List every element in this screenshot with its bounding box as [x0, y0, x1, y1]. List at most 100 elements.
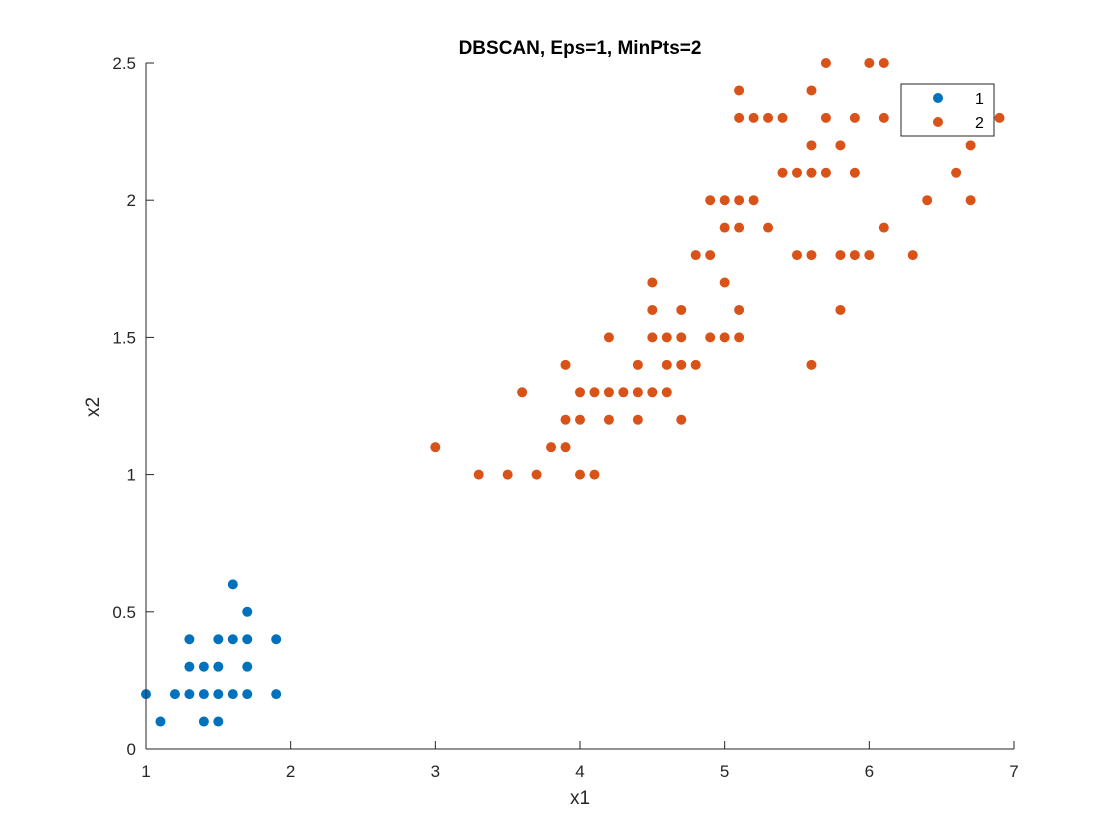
data-point-series-1 [242, 634, 253, 645]
data-point-series-2 [763, 112, 774, 123]
data-point-series-2 [676, 359, 687, 370]
data-point-series-1 [271, 689, 282, 700]
data-point-series-2 [763, 222, 774, 233]
data-point-series-1 [169, 689, 180, 700]
data-point-series-2 [719, 195, 730, 206]
data-point-series-2 [734, 222, 745, 233]
data-point-series-1 [227, 579, 238, 590]
data-point-series-2 [618, 387, 629, 398]
data-point-series-2 [849, 167, 860, 178]
legend-label-series-1: 1 [975, 91, 984, 108]
data-point-series-2 [589, 469, 600, 480]
x-ticks: 1 2 3 4 5 6 7 [141, 741, 1019, 781]
data-point-series-2 [661, 387, 672, 398]
legend-box [900, 83, 995, 137]
data-point-series-2 [647, 387, 658, 398]
data-point-series-2 [835, 250, 846, 261]
data-point-series-2 [705, 195, 716, 206]
chart-title: DBSCAN, Eps=1, MinPts=2 [459, 38, 702, 59]
data-point-series-2 [560, 359, 571, 370]
x-tick-label: 7 [1009, 762, 1018, 781]
data-point-series-2 [777, 167, 788, 178]
y-tick-label: 0 [127, 740, 136, 759]
data-point-series-2 [676, 332, 687, 343]
data-point-series-2 [748, 112, 759, 123]
data-point-series-2 [719, 277, 730, 288]
data-point-series-2 [705, 332, 716, 343]
data-point-series-2 [647, 304, 658, 315]
data-point-series-1 [271, 634, 282, 645]
y-tick-label: 1.5 [112, 328, 136, 347]
data-point-series-2 [603, 414, 614, 425]
data-point-series-2 [531, 469, 542, 480]
data-point-series-2 [777, 112, 788, 123]
data-point-series-1 [242, 689, 253, 700]
data-point-series-2 [575, 387, 585, 398]
data-point-series-2 [661, 359, 672, 370]
data-point-series-2 [878, 112, 889, 123]
data-point-series-2 [734, 85, 745, 96]
data-point-series-2 [647, 332, 658, 343]
data-point-series-2 [632, 387, 643, 398]
x-axis-label: x1 [570, 788, 590, 809]
y-tick-label: 1 [127, 466, 136, 485]
data-point-series-1 [213, 689, 224, 700]
data-point-series-1 [242, 606, 253, 617]
data-point-series-2 [849, 112, 860, 123]
data-point-series-2 [661, 332, 672, 343]
data-point-series-2 [734, 195, 745, 206]
data-point-series-1 [198, 716, 209, 727]
data-point-series-2 [632, 359, 643, 370]
data-point-series-2 [560, 414, 571, 425]
data-point-series-2 [647, 277, 658, 288]
data-point-series-1 [198, 661, 209, 672]
data-point-series-2 [820, 167, 831, 178]
data-point-series-2 [546, 442, 557, 453]
data-point-series-2 [878, 222, 889, 233]
data-point-series-2 [951, 167, 962, 178]
data-point-series-2 [965, 140, 976, 151]
data-point-series-2 [719, 222, 730, 233]
y-tick-label: 0.5 [112, 603, 136, 622]
data-point-series-1 [184, 661, 195, 672]
data-point-series-2 [820, 112, 831, 123]
data-point-series-1 [242, 661, 253, 672]
y-tick-label: 2 [127, 191, 136, 210]
data-point-series-2 [835, 304, 846, 315]
x-tick-label: 2 [286, 762, 295, 781]
data-point-series-2 [820, 58, 831, 68]
data-point-series-1 [213, 661, 224, 672]
data-point-series-2 [806, 167, 817, 178]
y-ticks: 0 0.5 1 1.5 2 2.5 [112, 54, 154, 759]
data-point-series-2 [864, 58, 875, 68]
data-point-series-2 [502, 469, 513, 480]
data-point-series-2 [792, 167, 802, 178]
data-point-series-1 [198, 689, 209, 700]
legend-marker-series-2 [933, 117, 943, 127]
data-point-series-2 [560, 442, 571, 453]
data-point-series-2 [849, 250, 860, 261]
data-point-series-2 [878, 58, 889, 68]
y-axis-label: x2 [83, 397, 104, 417]
data-point-series-2 [806, 359, 817, 370]
data-point-series-2 [907, 250, 918, 261]
data-point-series-2 [676, 304, 687, 315]
data-point-series-2 [676, 414, 687, 425]
data-point-series-2 [965, 195, 976, 206]
x-tick-label: 1 [141, 762, 150, 781]
data-point-series-1 [184, 689, 195, 700]
legend-label-series-2: 2 [975, 115, 984, 132]
data-point-series-2 [806, 250, 817, 261]
data-point-series-2 [632, 414, 643, 425]
data-point-series-2 [603, 332, 614, 343]
data-point-series-2 [792, 250, 802, 261]
data-point-series-1 [227, 689, 238, 700]
data-point-series-1 [155, 716, 166, 727]
data-point-series-2 [589, 387, 600, 398]
data-point-series-2 [705, 250, 716, 261]
data-point-series-2 [806, 140, 817, 151]
data-point-series-2 [734, 332, 745, 343]
data-point-series-1 [213, 716, 224, 727]
